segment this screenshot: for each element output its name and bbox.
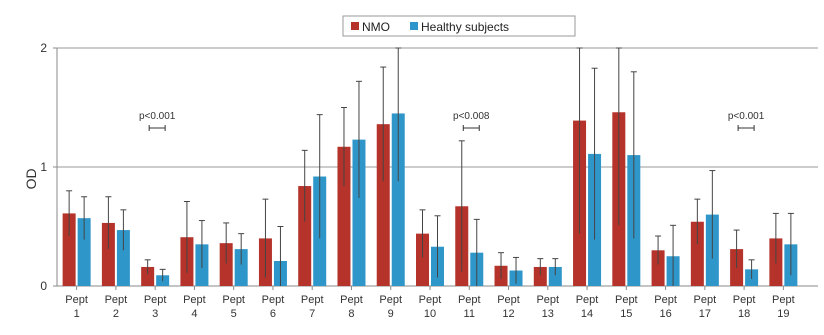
y-axis-label: OD <box>23 168 39 189</box>
bar-nmo-7 <box>298 186 312 286</box>
bar-nmo-5 <box>219 243 233 286</box>
x-tick-label-line2-8: 8 <box>348 308 354 320</box>
bar-healthy-13 <box>548 266 562 286</box>
bar-healthy-9 <box>391 113 405 286</box>
x-tick-label-line2-5: 5 <box>231 308 237 320</box>
x-tick-label-line2-2: 2 <box>113 308 119 320</box>
x-tick-label-line2-4: 4 <box>191 308 197 320</box>
x-tick-label-line1-13: Pept <box>536 294 559 306</box>
bar-nmo-16 <box>651 250 665 286</box>
bar-nmo-10 <box>416 233 429 286</box>
bar-nmo-2 <box>101 222 115 286</box>
x-tick-label-line1-12: Pept <box>497 294 520 306</box>
bar-healthy-8 <box>352 139 366 286</box>
bar-nmo-9 <box>376 124 390 286</box>
bar-nmo-17 <box>690 221 704 286</box>
x-tick-label-line2-18: 18 <box>738 308 750 320</box>
x-tick-label-line1-4: Pept <box>183 294 206 306</box>
legend-swatch-healthy <box>410 22 418 30</box>
significance-label-2: p<0.008 <box>453 111 490 122</box>
x-tick-label-line2-17: 17 <box>699 308 711 320</box>
y-tick-label-2: 2 <box>40 41 47 55</box>
x-tick-label-line1-7: Pept <box>301 294 324 306</box>
x-tick-label-line1-9: Pept <box>379 294 402 306</box>
bar-nmo-1 <box>62 213 76 286</box>
x-tick-label-line1-19: Pept <box>772 294 795 306</box>
legend-box <box>342 15 576 37</box>
x-tick-label-line1-8: Pept <box>340 294 363 306</box>
x-tick-label-line2-1: 1 <box>74 308 80 320</box>
x-tick-label-line1-6: Pept <box>262 294 285 306</box>
bar-healthy-1 <box>77 218 91 286</box>
bar-nmo-3 <box>141 266 155 286</box>
x-tick-label-line2-9: 9 <box>388 308 394 320</box>
bar-healthy-2 <box>116 230 130 286</box>
x-tick-label-line1-5: Pept <box>222 294 245 306</box>
x-tick-label-line1-15: Pept <box>615 294 638 306</box>
x-tick-label-line1-2: Pept <box>105 294 128 306</box>
x-tick-label-line2-14: 14 <box>581 308 593 320</box>
bar-nmo-13 <box>533 266 547 286</box>
x-tick-label-line1-10: Pept <box>419 294 442 306</box>
x-tick-label-line1-3: Pept <box>144 294 167 306</box>
legend-label-nmo: NMO <box>362 20 390 34</box>
x-tick-label-line1-1: Pept <box>65 294 88 306</box>
legend-swatch-nmo <box>351 22 359 30</box>
x-tick-label-line2-11: 11 <box>464 308 475 320</box>
y-tick-label-1: 1 <box>40 160 47 174</box>
x-tick-label-line2-6: 6 <box>270 308 276 320</box>
x-tick-label-line2-13: 13 <box>542 308 554 320</box>
x-tick-label-line1-16: Pept <box>654 294 677 306</box>
x-tick-label-line2-7: 7 <box>309 308 315 320</box>
x-tick-label-line1-18: Pept <box>733 294 756 306</box>
x-tick-label-line1-17: Pept <box>694 294 717 306</box>
x-tick-label-line2-12: 12 <box>502 308 514 320</box>
bar-nmo-8 <box>337 146 351 286</box>
significance-label-1: p<0.001 <box>139 111 176 122</box>
x-tick-label-line1-11: Pept <box>458 294 481 306</box>
x-tick-label-line2-15: 15 <box>620 308 632 320</box>
y-tick-label-0: 0 <box>40 279 47 293</box>
x-tick-label-line1-14: Pept <box>576 294 599 306</box>
x-tick-label-line2-3: 3 <box>152 308 158 320</box>
x-tick-label-line2-10: 10 <box>424 308 436 320</box>
x-tick-label-line2-16: 16 <box>659 308 671 320</box>
x-tick-label-line2-19: 19 <box>777 308 789 320</box>
bar-healthy-5 <box>234 249 248 286</box>
legend-label-healthy: Healthy subjects <box>421 20 509 34</box>
significance-label-3: p<0.001 <box>728 111 765 122</box>
